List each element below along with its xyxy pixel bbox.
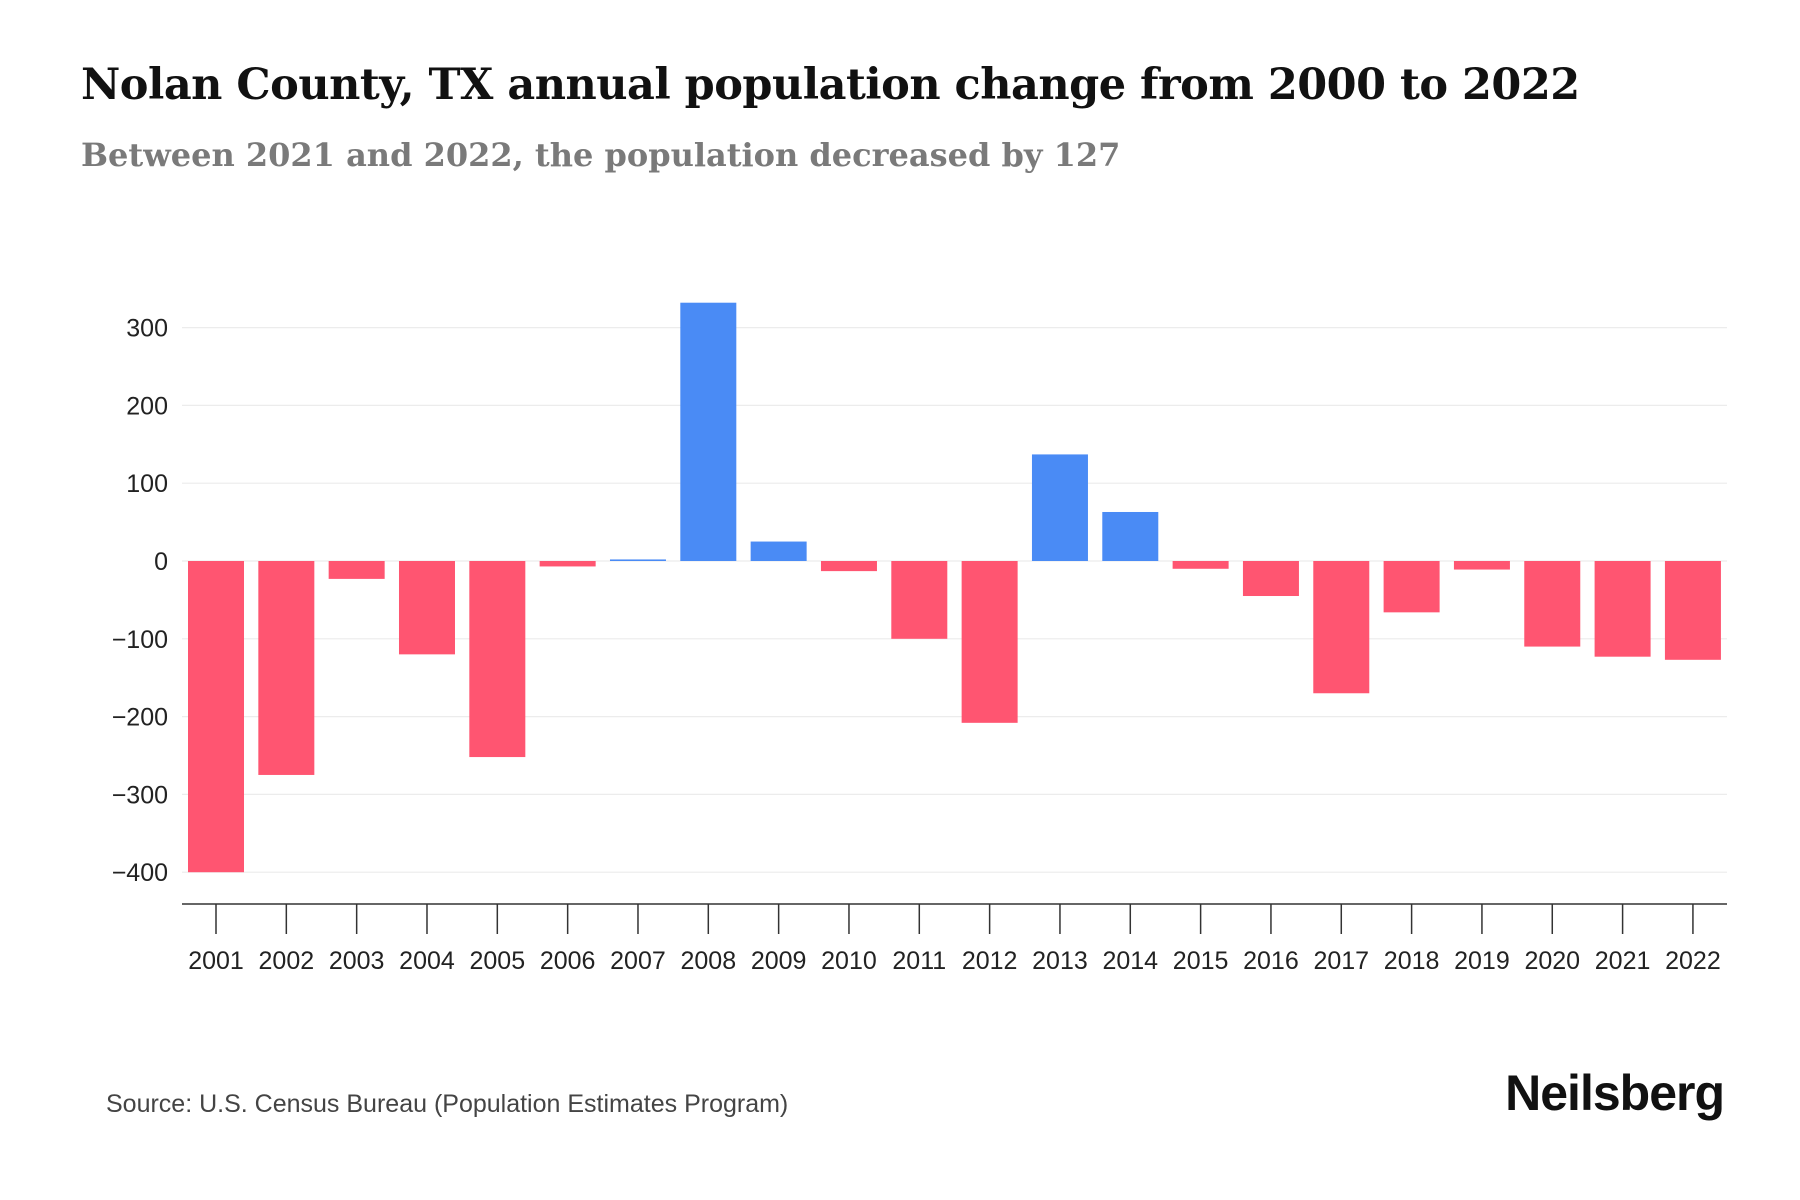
x-tick-label: 2008: [680, 947, 736, 975]
bars: [188, 302, 1721, 873]
bar-2002[interactable]: [258, 561, 315, 775]
y-tick-label: 0: [154, 548, 168, 576]
x-tick-label: 2016: [1243, 947, 1299, 975]
bar-2016[interactable]: [1242, 561, 1299, 597]
bar-2007[interactable]: [609, 559, 666, 561]
brand-logo: Neilsberg: [1505, 1065, 1725, 1121]
bar-2018[interactable]: [1383, 561, 1440, 613]
x-tick-label: 2003: [329, 947, 385, 975]
bar-2021[interactable]: [1594, 561, 1651, 657]
x-tick-label: 2009: [751, 947, 807, 975]
y-tick-label: −100: [112, 626, 168, 654]
bar-2011[interactable]: [891, 561, 948, 639]
bar-2001[interactable]: [188, 561, 244, 873]
bar-2004[interactable]: [398, 561, 455, 655]
y-tick-label: −400: [112, 859, 168, 887]
x-tick-label: 2012: [962, 947, 1018, 975]
x-tick-label: 2011: [892, 947, 946, 975]
x-tick-label: 2013: [1032, 947, 1088, 975]
bar-2017[interactable]: [1313, 561, 1370, 694]
x-tick-label: 2001: [188, 947, 244, 975]
y-tick-label: −300: [112, 781, 168, 809]
bar-2009[interactable]: [750, 541, 807, 561]
bar-2013[interactable]: [1031, 454, 1088, 561]
chart-subtitle: Between 2021 and 2022, the population de…: [81, 136, 1121, 174]
x-tick-label: 2005: [470, 947, 526, 975]
x-tick-label: 2019: [1454, 947, 1510, 975]
x-tick-label: 2014: [1102, 947, 1158, 975]
x-tick-label: 2017: [1313, 947, 1369, 975]
bar-2006[interactable]: [539, 561, 596, 567]
y-axis-labels: 300 200 100 0 −100 −200 −300 −400: [112, 315, 168, 888]
y-tick-label: 300: [126, 315, 168, 343]
chart-title: Nolan County, TX annual population chang…: [81, 60, 1580, 110]
bar-2010[interactable]: [820, 561, 877, 572]
x-axis-labels: 2001 2002 2003 2004 2005 2006 2007 2008 2009 2010…: [188, 947, 1721, 975]
bar-2022[interactable]: [1664, 561, 1721, 660]
x-tick-label: 2002: [259, 947, 315, 975]
x-tick-label: 2010: [821, 947, 877, 975]
x-tick-label: 2006: [540, 947, 596, 975]
y-tick-label: 200: [126, 392, 168, 420]
x-tick-label: 2007: [610, 947, 666, 975]
y-tick-label: 100: [126, 470, 168, 498]
bar-2014[interactable]: [1102, 511, 1159, 561]
x-tick-label: 2021: [1595, 947, 1651, 975]
x-tick-label: 2015: [1173, 947, 1229, 975]
bar-2008[interactable]: [680, 302, 737, 561]
x-tick-label: 2018: [1384, 947, 1440, 975]
bar-2015[interactable]: [1172, 561, 1229, 569]
y-tick-label: −200: [112, 704, 168, 732]
bar-2020[interactable]: [1524, 561, 1581, 647]
bar-2012[interactable]: [961, 561, 1018, 723]
source-note: Source: U.S. Census Bureau (Population E…: [106, 1090, 789, 1118]
x-tick-label: 2020: [1524, 947, 1580, 975]
x-axis: [182, 903, 1727, 934]
bar-2003[interactable]: [328, 561, 385, 579]
x-tick-label: 2022: [1665, 947, 1721, 975]
x-tick-label: 2004: [399, 947, 455, 975]
bar-2005[interactable]: [469, 561, 526, 758]
bar-2019[interactable]: [1453, 561, 1510, 570]
